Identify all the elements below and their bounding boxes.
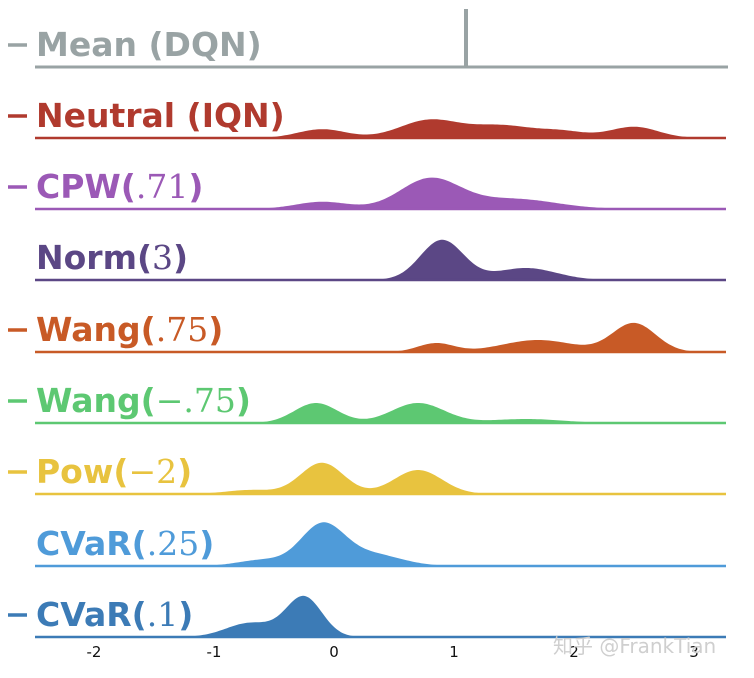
series-label-prefix: CVaR( [36, 524, 147, 563]
series-label: Wang(.75) [36, 310, 223, 349]
series-label: Neutral (IQN) [36, 96, 285, 135]
ridge-row: Wang(.75) [8, 310, 726, 354]
series-label-value: .1 [147, 595, 179, 634]
x-tick-label: -2 [87, 643, 102, 661]
series-label: Wang(−.75) [36, 381, 251, 420]
series-label-suffix: ) [208, 310, 223, 349]
series-label-prefix: Norm( [36, 238, 152, 277]
series-label-suffix: ) [188, 167, 203, 206]
density-area [35, 322, 726, 352]
series-label: CVaR(.25) [36, 524, 214, 563]
x-tick-label: 3 [689, 643, 699, 661]
series-label-suffix: ) [199, 524, 214, 563]
series-label-prefix: Pow( [36, 452, 128, 491]
x-tick-label: 2 [569, 643, 579, 661]
density-area [35, 462, 726, 494]
series-label-suffix: ) [178, 595, 193, 634]
series-label: Pow(−2) [36, 452, 192, 491]
ridge-row: Wang(−.75) [8, 381, 726, 425]
series-label-value: −.75 [156, 381, 236, 420]
ridge-row: Pow(−2) [8, 452, 726, 496]
watermark: 知乎 @FrankTian [553, 634, 716, 658]
ridge-row: Norm(3) [35, 238, 726, 282]
series-label-prefix: Neutral (IQN) [36, 96, 285, 135]
series-label-suffix: ) [236, 381, 251, 420]
density-area [35, 177, 726, 209]
series-label: CPW(.71) [36, 167, 203, 206]
series-label-prefix: CPW( [36, 167, 136, 206]
series-label-value: .75 [156, 310, 208, 349]
series-label-prefix: Wang( [36, 381, 156, 420]
density-area [35, 522, 726, 566]
series-label-suffix: ) [177, 452, 192, 491]
series-label-prefix: Wang( [36, 310, 156, 349]
density-area [35, 403, 726, 423]
series-label-value: .71 [136, 167, 188, 206]
density-area [35, 119, 726, 138]
series-label-suffix: ) [173, 238, 188, 277]
series-label-value: .25 [147, 524, 199, 563]
series-label: Mean (DQN) [36, 25, 262, 64]
series-label-prefix: CVaR( [36, 595, 147, 634]
series-label-value: 3 [152, 238, 173, 277]
ridge-row: CVaR(.1) [8, 595, 726, 639]
ridge-row: Neutral (IQN) [8, 96, 726, 140]
ridge-row: CPW(.71) [8, 167, 726, 211]
x-tick-label: 1 [449, 643, 459, 661]
x-tick-label: -1 [207, 643, 222, 661]
series-label: CVaR(.1) [36, 595, 193, 634]
series-label: Norm(3) [36, 238, 188, 277]
series-label-prefix: Mean (DQN) [36, 25, 262, 64]
x-tick-label: 0 [329, 643, 339, 661]
series-label-value: −2 [128, 452, 177, 491]
ridge-row: CVaR(.25) [35, 522, 726, 568]
ridge-row: Mean (DQN) [8, 9, 728, 69]
